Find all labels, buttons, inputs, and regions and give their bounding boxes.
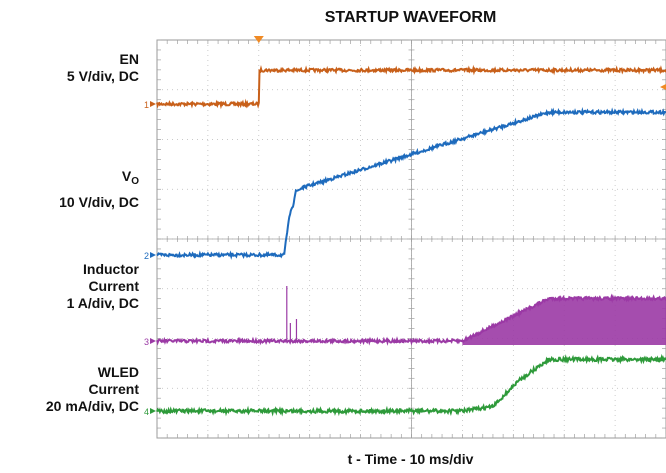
- vo-label: VO 10 V/div, DC: [59, 168, 139, 210]
- x-axis-label: t - Time - 10 ms/div: [347, 451, 474, 467]
- channel-marker-2: 2: [144, 251, 149, 261]
- inductor-current-label: Inductor Current 1 A/div, DC: [66, 261, 139, 311]
- trace-1: [156, 64, 666, 110]
- channel-arrow: [150, 338, 156, 344]
- en-label: EN 5 V/div, DC: [66, 51, 139, 84]
- channel-arrow: [150, 101, 156, 107]
- channel-marker-1: 1: [144, 100, 149, 110]
- wled-current-label: WLED Current 20 mA/div, DC: [45, 364, 139, 414]
- inductor-ripple-band: [462, 298, 666, 345]
- channel-arrow: [150, 252, 156, 258]
- trace-4: [156, 353, 666, 417]
- chart-title: STARTUP WAVEFORM: [324, 9, 497, 26]
- trace-3: [156, 293, 666, 346]
- trigger-marker: [253, 36, 264, 43]
- channel-arrow: [150, 408, 156, 414]
- channel-marker-3: 3: [144, 337, 149, 347]
- plot-traces: [156, 64, 666, 417]
- plot-grid: [156, 36, 666, 439]
- channel-marker-4: 4: [144, 407, 149, 417]
- level-marker: [660, 84, 666, 90]
- trace-2: [156, 106, 666, 260]
- channel-markers: 1 2 3 4: [144, 84, 666, 417]
